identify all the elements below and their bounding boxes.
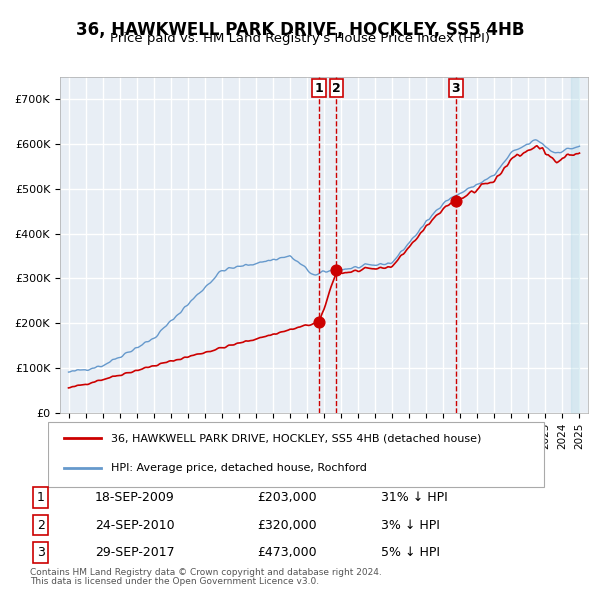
Text: 5% ↓ HPI: 5% ↓ HPI [381, 546, 440, 559]
Text: 2: 2 [332, 81, 341, 94]
Text: 1: 1 [315, 81, 323, 94]
Text: 36, HAWKWELL PARK DRIVE, HOCKLEY, SS5 4HB: 36, HAWKWELL PARK DRIVE, HOCKLEY, SS5 4H… [76, 21, 524, 39]
Text: This data is licensed under the Open Government Licence v3.0.: This data is licensed under the Open Gov… [30, 577, 319, 586]
Text: 2: 2 [37, 519, 45, 532]
Text: 18-SEP-2009: 18-SEP-2009 [95, 491, 175, 504]
Text: 29-SEP-2017: 29-SEP-2017 [95, 546, 175, 559]
Text: £320,000: £320,000 [257, 519, 316, 532]
Text: 3: 3 [37, 546, 45, 559]
Text: 31% ↓ HPI: 31% ↓ HPI [381, 491, 448, 504]
FancyBboxPatch shape [48, 422, 544, 487]
Text: £203,000: £203,000 [257, 491, 316, 504]
Text: Price paid vs. HM Land Registry's House Price Index (HPI): Price paid vs. HM Land Registry's House … [110, 32, 490, 45]
Point [451, 196, 461, 206]
Point [314, 317, 324, 327]
Text: 24-SEP-2010: 24-SEP-2010 [95, 519, 175, 532]
Text: 1: 1 [37, 491, 45, 504]
Point [332, 265, 341, 274]
Text: 3% ↓ HPI: 3% ↓ HPI [381, 519, 440, 532]
Text: 36, HAWKWELL PARK DRIVE, HOCKLEY, SS5 4HB (detached house): 36, HAWKWELL PARK DRIVE, HOCKLEY, SS5 4H… [112, 433, 482, 443]
Text: HPI: Average price, detached house, Rochford: HPI: Average price, detached house, Roch… [112, 464, 367, 473]
Text: £473,000: £473,000 [257, 546, 316, 559]
Text: 3: 3 [452, 81, 460, 94]
Text: Contains HM Land Registry data © Crown copyright and database right 2024.: Contains HM Land Registry data © Crown c… [30, 568, 382, 577]
